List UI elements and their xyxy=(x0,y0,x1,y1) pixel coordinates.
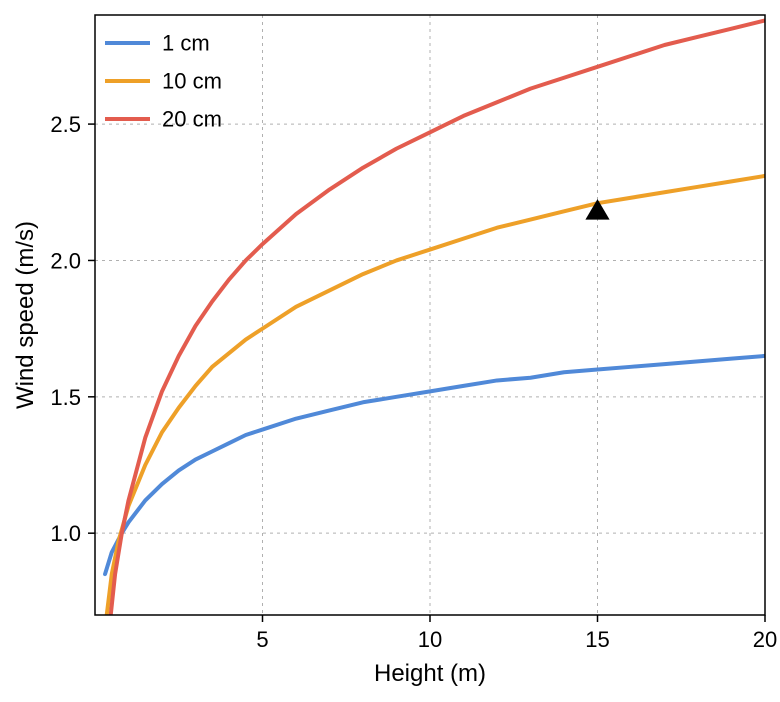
x-tick-label: 15 xyxy=(585,627,609,652)
y-tick-label: 2.0 xyxy=(50,248,81,273)
x-tick-label: 5 xyxy=(256,627,268,652)
y-tick-label: 1.5 xyxy=(50,385,81,410)
x-tick-label: 10 xyxy=(418,627,442,652)
legend-label-0: 1 cm xyxy=(162,31,210,56)
wind-profile-chart: 5 10 15 20 1.0 1.5 2.0 2.5 Height (m) Wind speed … xyxy=(0,0,780,702)
y-tick-label: 2.5 xyxy=(50,112,81,137)
y-axis-label: Wind speed (m/s) xyxy=(12,221,39,409)
x-tick-label: 20 xyxy=(753,627,777,652)
chart-background xyxy=(0,0,780,702)
x-axis-label: Height (m) xyxy=(374,660,486,687)
chart-svg: 5 10 15 20 1.0 1.5 2.0 2.5 Height (m) Wind speed … xyxy=(0,0,780,702)
y-tick-label: 1.0 xyxy=(50,521,81,546)
legend-label-2: 20 cm xyxy=(162,107,222,132)
legend-label-1: 10 cm xyxy=(162,69,222,94)
